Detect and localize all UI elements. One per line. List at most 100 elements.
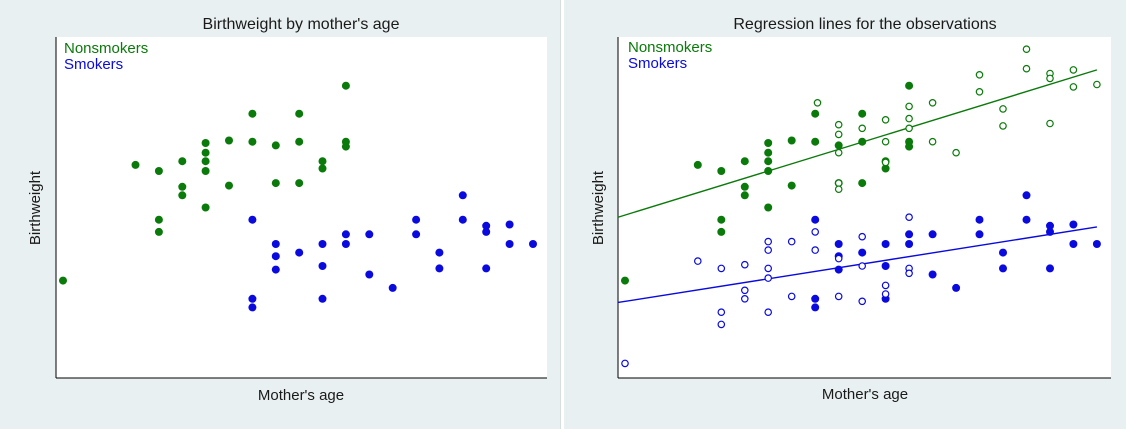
- data-point-nonsmokers: [764, 167, 773, 175]
- data-point-nonsmokers: [225, 181, 233, 190]
- data-point-nonsmokers: [248, 137, 257, 146]
- right-chart-svg: Regression lines for the observations No…: [590, 16, 1111, 403]
- data-point-nonsmokers-hollow: [905, 102, 913, 111]
- data-point-smokers-hollow: [717, 264, 726, 273]
- data-point-nonsmokers: [858, 109, 867, 118]
- data-point-smokers: [318, 294, 327, 303]
- data-point-smokers-hollow: [694, 257, 702, 265]
- data-point-nonsmokers-hollow: [999, 105, 1007, 113]
- data-point-smokers-hollow: [811, 246, 820, 254]
- data-point-smokers: [858, 248, 867, 257]
- data-point-smokers: [365, 270, 374, 279]
- data-point-smokers: [811, 294, 820, 303]
- data-point-smokers: [975, 230, 984, 239]
- data-point-nonsmokers: [248, 109, 257, 118]
- data-point-nonsmokers: [201, 148, 210, 157]
- data-point-nonsmokers: [201, 157, 210, 166]
- y-axis-label: Birthweight: [590, 170, 607, 245]
- data-point-nonsmokers: [295, 137, 304, 146]
- data-point-nonsmokers-hollow: [1022, 45, 1031, 54]
- data-point-nonsmokers: [905, 142, 914, 151]
- data-point-smokers-hollow: [741, 294, 749, 303]
- data-point-smokers: [482, 221, 491, 230]
- data-point-nonsmokers: [131, 160, 140, 169]
- data-point-smokers: [811, 303, 820, 312]
- data-point-smokers: [248, 303, 257, 312]
- data-point-smokers-hollow: [881, 290, 890, 298]
- data-point-smokers: [1069, 220, 1078, 229]
- data-point-smokers-hollow: [834, 292, 843, 301]
- data-point-nonsmokers-hollow: [858, 124, 867, 133]
- data-point-nonsmokers: [764, 148, 773, 157]
- legend-smokers: Smokers: [64, 56, 123, 73]
- data-point-nonsmokers: [858, 179, 867, 188]
- data-point-smokers-hollow: [741, 286, 749, 295]
- data-point-smokers: [435, 248, 444, 257]
- legend-nonsmokers: Nonsmokers: [64, 40, 148, 57]
- data-point-nonsmokers: [318, 157, 327, 166]
- right-chart-panel: Regression lines for the observations No…: [564, 0, 1126, 429]
- data-point-nonsmokers: [811, 137, 820, 146]
- data-point-smokers: [482, 227, 491, 236]
- data-point-smokers-hollow: [717, 308, 726, 317]
- y-axis-label: Birthweight: [27, 170, 44, 245]
- data-point-nonsmokers: [764, 157, 773, 166]
- data-point-smokers-hollow: [787, 292, 796, 301]
- data-point-smokers: [529, 240, 537, 248]
- data-point-nonsmokers-hollow: [813, 99, 822, 107]
- data-point-nonsmokers-hollow: [975, 71, 984, 79]
- data-point-smokers: [248, 215, 257, 224]
- data-point-nonsmokers: [621, 276, 629, 285]
- data-point-smokers: [1022, 191, 1031, 200]
- data-point-nonsmokers: [59, 276, 67, 285]
- data-point-smokers-hollow: [764, 308, 773, 317]
- data-point-smokers-hollow: [834, 254, 843, 263]
- data-point-nonsmokers: [178, 191, 187, 200]
- chart-title: Regression lines for the observations: [733, 16, 996, 33]
- data-point-smokers: [928, 270, 937, 279]
- data-point-nonsmokers: [271, 179, 280, 188]
- data-point-nonsmokers-hollow: [881, 137, 890, 146]
- data-point-smokers-hollow: [858, 297, 867, 306]
- plot-area: [618, 37, 1111, 378]
- data-point-nonsmokers: [834, 141, 843, 150]
- data-point-smokers: [1092, 240, 1101, 248]
- data-point-smokers-hollow: [764, 237, 773, 246]
- data-point-smokers-hollow: [905, 269, 913, 278]
- data-point-smokers-hollow: [764, 274, 773, 282]
- data-point-nonsmokers: [201, 167, 210, 175]
- data-point-smokers: [388, 283, 397, 292]
- data-point-nonsmokers-hollow: [1093, 80, 1101, 89]
- data-point-smokers-hollow: [858, 262, 867, 270]
- data-point-nonsmokers-hollow: [834, 185, 843, 194]
- data-point-smokers: [435, 264, 444, 273]
- data-point-nonsmokers: [905, 81, 914, 90]
- data-point-nonsmokers: [201, 203, 210, 212]
- data-point-nonsmokers: [787, 136, 796, 145]
- data-point-nonsmokers-hollow: [1046, 119, 1054, 128]
- data-point-nonsmokers: [178, 182, 187, 191]
- data-point-smokers: [248, 294, 257, 303]
- x-axis-label: Mother's age: [258, 387, 344, 404]
- data-point-smokers: [999, 264, 1007, 273]
- regression-line-smokers: [617, 226, 1098, 304]
- left-chart-svg: Birthweight by mother's age Nonsmokers S…: [27, 16, 547, 404]
- legend-nonsmokers: Nonsmokers: [628, 39, 712, 56]
- data-point-smokers: [834, 265, 843, 274]
- data-point-nonsmokers: [693, 160, 702, 169]
- data-point-nonsmokers: [178, 157, 187, 166]
- data-point-nonsmokers-hollow: [881, 158, 890, 167]
- data-point-nonsmokers: [764, 139, 773, 147]
- data-point-smokers: [881, 262, 890, 270]
- data-point-smokers-hollow: [741, 260, 749, 269]
- data-point-smokers: [975, 215, 984, 224]
- data-point-smokers-hollow: [905, 213, 913, 222]
- data-point-nonsmokers: [341, 81, 350, 90]
- data-point-smokers: [505, 220, 514, 229]
- legend-smokers: Smokers: [628, 55, 687, 72]
- data-point-nonsmokers-hollow: [952, 148, 960, 157]
- data-point-nonsmokers: [717, 215, 726, 224]
- data-point-smokers: [458, 191, 467, 200]
- data-point-nonsmokers-hollow: [928, 137, 937, 146]
